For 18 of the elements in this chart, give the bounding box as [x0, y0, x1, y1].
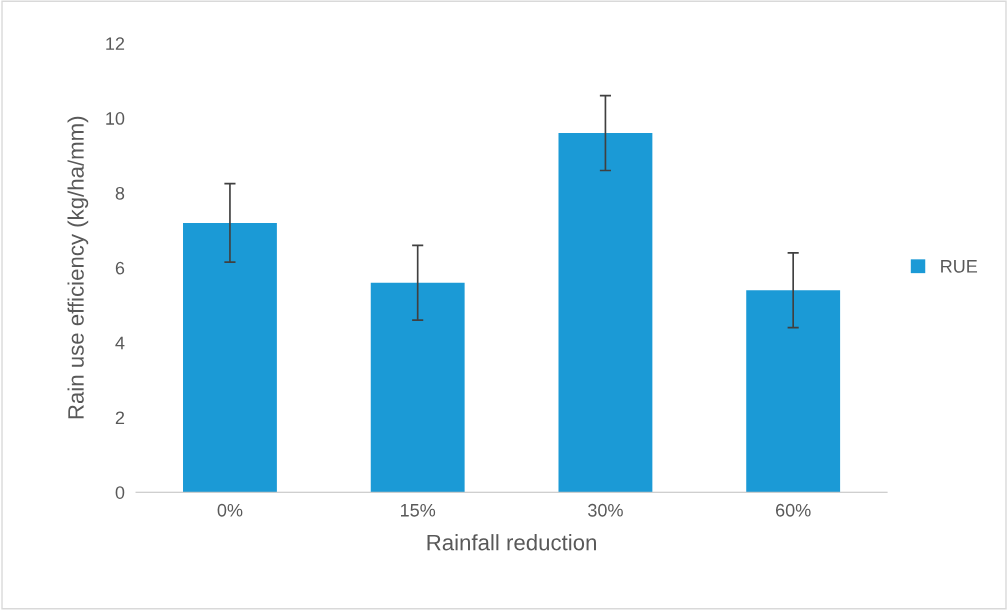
y-tick-label: 6 [115, 261, 125, 275]
legend-label: RUE [941, 260, 978, 273]
y-tick-label: 2 [115, 411, 125, 424]
x-axis-title: Rainfall reduction [427, 534, 596, 551]
x-tick-label: 15% [401, 503, 436, 517]
y-tick-label: 10 [106, 112, 125, 125]
bar [183, 222, 277, 493]
y-tick-label: 12 [106, 37, 125, 50]
x-tick-label: 0% [217, 503, 243, 517]
bar [746, 290, 841, 493]
bar [558, 133, 653, 493]
y-tick-label: 4 [115, 336, 125, 350]
y-tick-label: 8 [115, 186, 125, 200]
x-tick-label: 30% [588, 503, 623, 517]
bar [370, 282, 465, 493]
y-tick-label: 0 [115, 486, 125, 499]
y-axis-title: Rain use efficiency (kg/ha/mm) [67, 116, 89, 419]
x-tick-label: 60% [776, 503, 811, 517]
